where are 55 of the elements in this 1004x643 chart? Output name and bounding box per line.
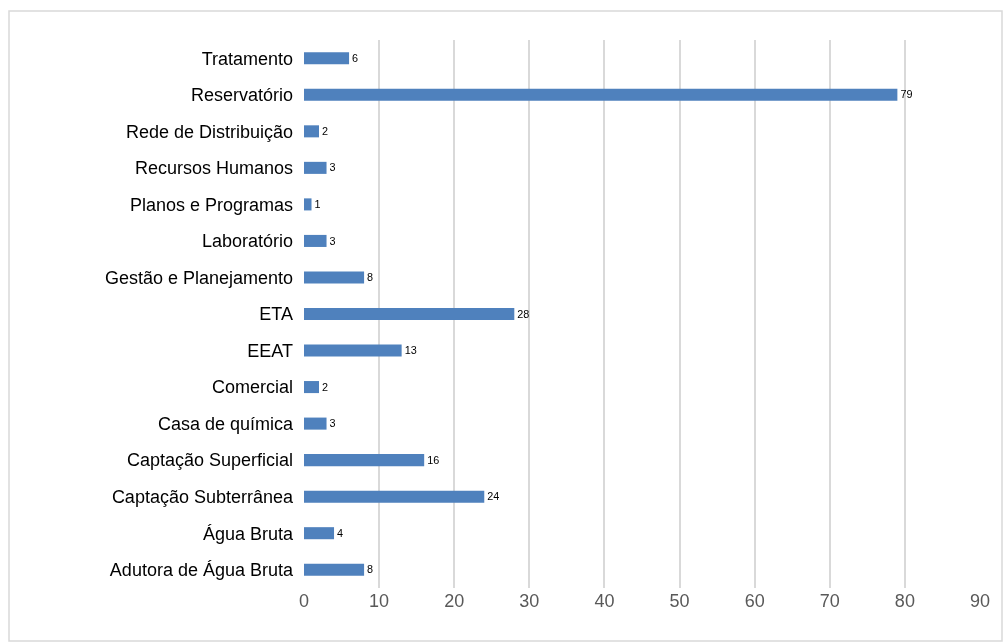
x-tick-label: 90 bbox=[969, 591, 991, 611]
bar bbox=[304, 161, 327, 174]
y-tick-label: Adutora de Água Bruta bbox=[109, 560, 294, 581]
data-label: 13 bbox=[404, 344, 417, 357]
x-tick-label: 0 bbox=[298, 591, 310, 611]
x-tick-label: 20 bbox=[444, 591, 465, 611]
y-tick-label: Captação Subterrânea bbox=[111, 486, 294, 507]
y-tick-label: Recursos Humanos bbox=[134, 158, 293, 179]
bar bbox=[304, 563, 365, 576]
bar bbox=[304, 417, 327, 430]
x-tick-label: 50 bbox=[669, 591, 690, 611]
y-tick-label: Rede de Distribuição bbox=[125, 121, 293, 142]
data-label: 3 bbox=[329, 161, 336, 174]
x-tick-label: 70 bbox=[819, 591, 840, 611]
bar bbox=[304, 125, 320, 138]
data-label: 2 bbox=[322, 124, 329, 137]
y-tick-label: Gestão e Planejamento bbox=[104, 267, 293, 288]
bar bbox=[304, 234, 327, 247]
bar bbox=[304, 271, 365, 284]
data-label: 24 bbox=[487, 490, 500, 503]
y-tick-label: Tratamento bbox=[201, 48, 293, 69]
data-label: 1 bbox=[314, 198, 321, 211]
bar bbox=[304, 344, 402, 357]
y-tick-label: Casa de química bbox=[157, 413, 294, 434]
data-label: 4 bbox=[337, 526, 344, 539]
y-tick-label: Comercial bbox=[211, 377, 293, 398]
data-label: 28 bbox=[517, 307, 530, 320]
data-label: 2 bbox=[322, 380, 329, 393]
y-tick-label: ETA bbox=[259, 304, 293, 325]
data-label: 8 bbox=[367, 563, 374, 576]
data-label: 3 bbox=[329, 417, 336, 430]
x-tick-label: 10 bbox=[369, 591, 390, 611]
y-tick-label: Planos e Programas bbox=[129, 194, 293, 215]
bar bbox=[304, 307, 515, 321]
bar bbox=[304, 88, 898, 101]
bar bbox=[304, 198, 312, 211]
data-label: 16 bbox=[427, 453, 440, 466]
bar bbox=[304, 490, 485, 503]
bar bbox=[304, 454, 425, 467]
x-tick-label: 80 bbox=[894, 591, 915, 611]
y-tick-label: Reservatório bbox=[190, 85, 293, 106]
y-tick-label: EEAT bbox=[247, 340, 293, 361]
data-label: 6 bbox=[352, 51, 359, 64]
y-tick-label: Água Bruta bbox=[202, 523, 294, 544]
x-tick-label: 60 bbox=[744, 591, 765, 611]
data-label: 8 bbox=[367, 271, 374, 284]
x-tick-label: 30 bbox=[519, 591, 540, 611]
y-tick-label: Captação Superficial bbox=[126, 450, 293, 471]
data-label: 79 bbox=[900, 88, 913, 101]
x-tick-label: 40 bbox=[594, 591, 615, 611]
bar bbox=[304, 527, 335, 540]
bar bbox=[304, 381, 320, 394]
y-tick-label: Laboratório bbox=[201, 231, 293, 252]
bar bbox=[304, 52, 350, 65]
data-label: 3 bbox=[329, 234, 336, 247]
